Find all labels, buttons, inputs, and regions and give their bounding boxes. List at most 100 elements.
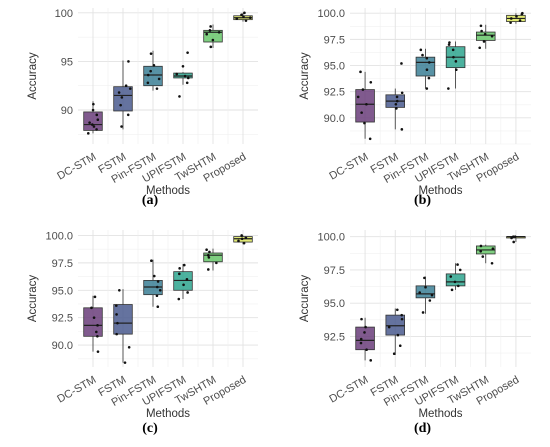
data-point — [400, 62, 403, 65]
data-point — [156, 280, 160, 283]
data-point — [123, 361, 127, 364]
data-point — [156, 305, 160, 309]
data-point — [95, 113, 99, 117]
data-point — [175, 72, 179, 76]
data-point — [183, 74, 187, 78]
data-point — [490, 261, 494, 265]
box-upifstm — [173, 51, 193, 98]
box-body — [415, 285, 436, 299]
data-point — [363, 331, 366, 334]
data-point — [158, 288, 162, 292]
data-point — [447, 87, 450, 90]
data-point — [207, 268, 210, 271]
data-point — [207, 256, 211, 259]
data-point — [425, 56, 429, 60]
data-point — [481, 255, 485, 258]
y-tick-label: 97.5 — [52, 258, 73, 270]
data-point — [185, 278, 189, 281]
data-point — [86, 132, 90, 135]
data-point — [96, 324, 99, 327]
data-point — [96, 335, 99, 338]
data-point — [360, 111, 363, 114]
box-upifstm — [445, 263, 466, 292]
data-point — [114, 304, 118, 307]
data-point — [155, 87, 159, 90]
data-point — [152, 64, 156, 67]
y-tick-label: 92.5 — [52, 313, 73, 325]
box-body — [445, 273, 466, 287]
data-point — [452, 55, 455, 59]
box-fstm — [113, 60, 133, 130]
data-point — [421, 311, 425, 314]
data-point — [456, 263, 459, 266]
data-point — [209, 25, 212, 28]
data-point — [395, 99, 399, 103]
data-point — [490, 34, 494, 38]
data-point — [150, 259, 153, 262]
data-point — [458, 268, 462, 272]
data-point — [419, 48, 423, 52]
data-point — [240, 237, 244, 241]
data-point — [115, 332, 118, 336]
box-proposed — [506, 235, 526, 244]
data-point — [451, 48, 455, 52]
box-dc-stm — [355, 70, 375, 141]
data-point — [400, 128, 404, 131]
box-body — [475, 31, 496, 41]
box-twshtm — [203, 248, 223, 271]
data-point — [235, 17, 239, 20]
panel-label: (c) — [142, 421, 158, 436]
box-twshtm — [475, 244, 496, 265]
panel-label: (b) — [414, 193, 431, 208]
data-point — [95, 128, 98, 131]
y-axis-title: Accuracy — [27, 52, 39, 100]
data-point — [364, 325, 367, 329]
data-point — [449, 275, 453, 278]
data-point — [92, 125, 96, 128]
data-point — [450, 288, 454, 292]
data-point — [359, 341, 363, 345]
data-point — [182, 263, 186, 267]
data-point — [178, 267, 181, 270]
data-point — [209, 45, 213, 49]
y-tick-label: 95.0 — [52, 285, 73, 297]
panel-label: (d) — [414, 421, 431, 436]
data-point — [454, 60, 458, 63]
box-body — [113, 304, 133, 335]
data-point — [242, 241, 246, 245]
chart-panel: 9095100DC-STMFSTMPin-FSTMUPIFSTMTwSHTMPr… — [27, 8, 258, 208]
box-dc-stm — [83, 295, 103, 353]
y-tick-label: 95 — [61, 56, 73, 68]
data-point — [396, 308, 399, 312]
chart-panel: 92.595.097.5100.0DC-STMFSTMPin-FSTMUPIFS… — [299, 230, 531, 436]
data-point — [425, 68, 429, 72]
box-proposed — [233, 11, 253, 22]
data-point — [120, 125, 123, 128]
data-point — [91, 123, 94, 126]
y-tick-label: 90.0 — [324, 113, 345, 125]
data-point — [395, 95, 399, 99]
data-point — [186, 51, 189, 54]
data-point — [479, 244, 483, 248]
data-point — [479, 249, 482, 253]
data-point — [206, 253, 210, 257]
data-point — [453, 280, 457, 284]
data-point — [215, 261, 218, 265]
box-proposed — [506, 11, 526, 24]
data-point — [178, 95, 181, 98]
data-point — [248, 16, 252, 20]
y-tick-label: 90.0 — [52, 340, 73, 352]
data-point — [448, 41, 451, 44]
data-point — [400, 91, 404, 95]
data-point — [428, 299, 432, 302]
y-tick-label: 95.0 — [324, 61, 345, 73]
data-point — [211, 38, 215, 42]
box-proposed — [233, 234, 253, 245]
data-point — [240, 13, 243, 17]
data-point — [418, 291, 422, 294]
data-point — [128, 87, 132, 90]
data-point — [153, 274, 156, 278]
data-point — [178, 272, 181, 276]
x-axis-title: Methods — [418, 185, 462, 197]
y-axis-title: Accuracy — [299, 275, 311, 323]
